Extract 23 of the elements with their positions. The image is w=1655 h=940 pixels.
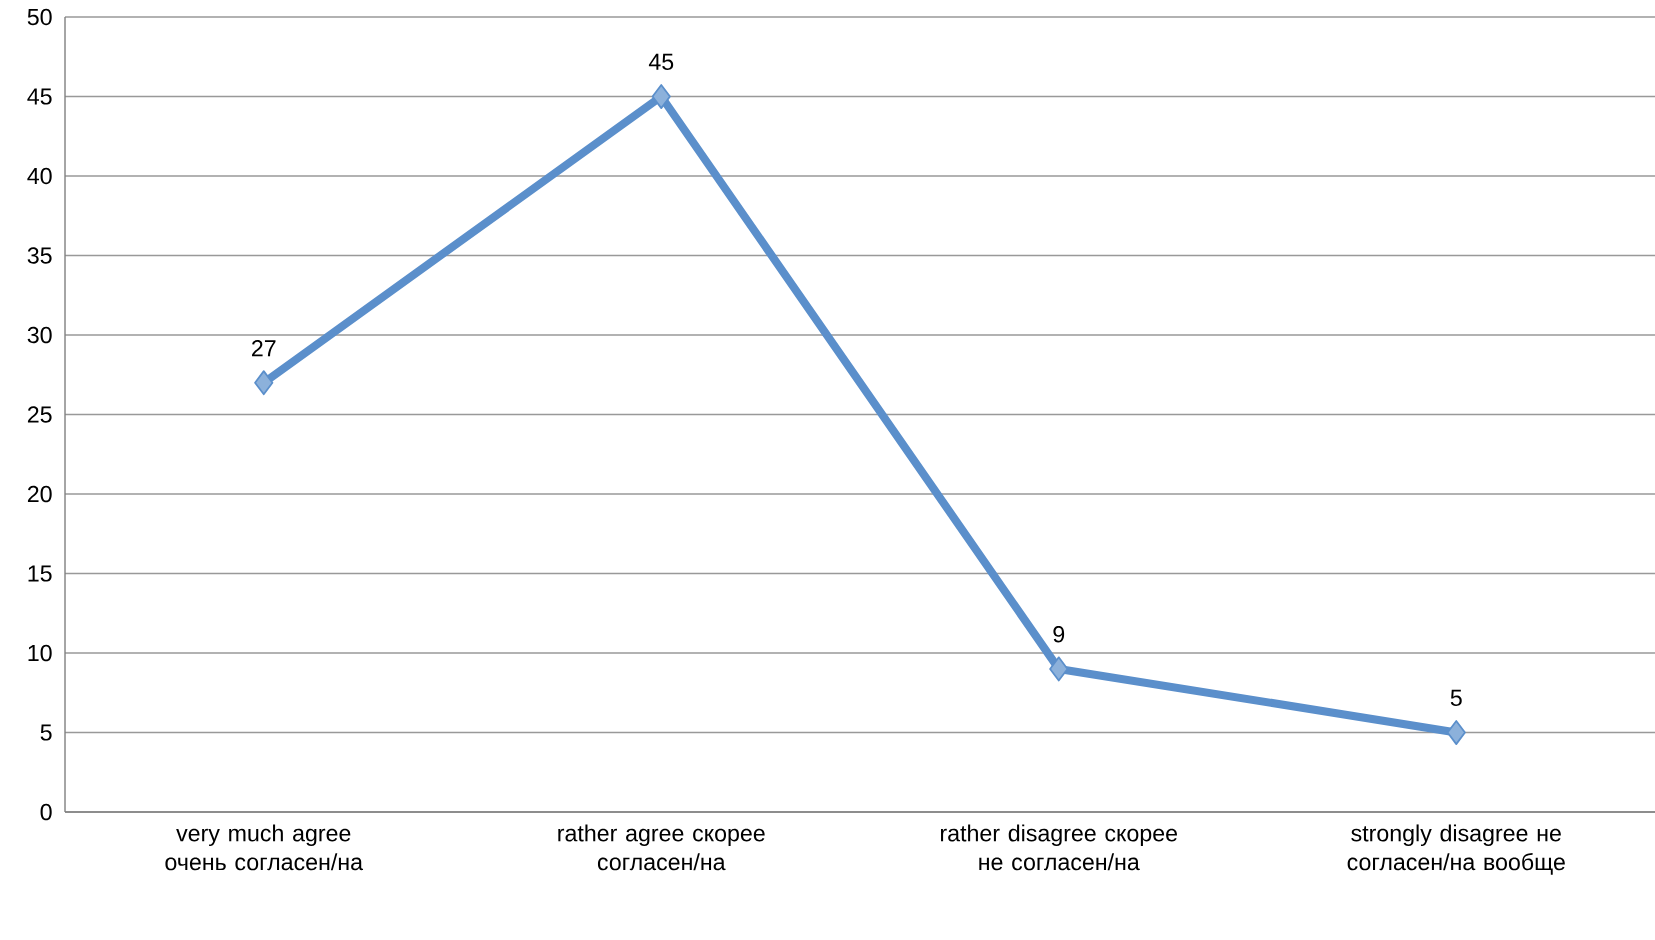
data-label: 27 bbox=[252, 340, 276, 357]
y-tick-label: 5 bbox=[40, 724, 52, 741]
y-tick-label: 35 bbox=[27, 247, 52, 264]
y-tick-label: 10 bbox=[28, 644, 52, 662]
y-tick-label: 50 bbox=[27, 8, 52, 26]
data-label: 5 bbox=[1450, 689, 1462, 707]
point bbox=[254, 370, 274, 396]
x-tick-label: very much agree очень согласен/на bbox=[165, 824, 364, 871]
y-tick-label: 30 bbox=[27, 326, 52, 344]
y-tick-label: 45 bbox=[27, 88, 52, 105]
y-tick-label: 0 bbox=[40, 803, 52, 821]
y-tick-label: 40 bbox=[27, 167, 52, 185]
point bbox=[1049, 656, 1069, 682]
data-label: 9 bbox=[1053, 626, 1065, 643]
point bbox=[651, 84, 671, 109]
data-label: 45 bbox=[648, 53, 674, 71]
y-tick-label: 20 bbox=[27, 485, 52, 503]
y-tick-label: 25 bbox=[27, 406, 52, 423]
x-tick-label: rather agree скорее согласен/на bbox=[558, 824, 765, 871]
x-tick-label: strongly disagree не согласен/на вообще bbox=[1347, 824, 1565, 875]
point bbox=[1446, 720, 1466, 745]
y-tick-label: 15 bbox=[28, 565, 52, 582]
x-tick-label: rather disagree скорее не согласен/на bbox=[940, 824, 1177, 871]
